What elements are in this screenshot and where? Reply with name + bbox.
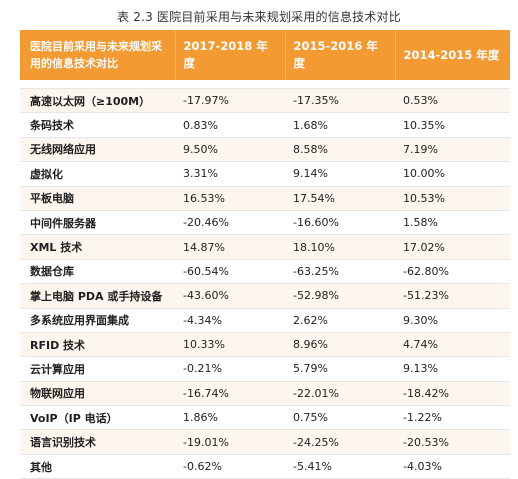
value-2017-2018-cell: -43.60% (175, 283, 285, 309)
table-row: RFID 技术 10.33% 8.96% 4.74% (20, 332, 510, 358)
table-row: VoIP（IP 电话） 1.86% 0.75% -1.22% (20, 405, 510, 431)
technology-name-cell: 多系统应用界面集成 (20, 308, 175, 333)
value-2014-2015-cell: 7.19% (395, 137, 510, 163)
value-2017-2018-cell: -17.97% (175, 88, 285, 114)
table-row: 数据仓库 -60.54% -63.25% -62.80% (20, 259, 510, 285)
value-2014-2015-cell: -51.23% (395, 283, 510, 309)
value-2017-2018-cell: -0.62% (175, 454, 285, 479)
table-row: 云计算应用 -0.21% 5.79% 9.13% (20, 356, 510, 382)
table-row: 平板电脑 16.53% 17.54% 10.53% (20, 186, 510, 211)
value-2015-2016-cell: -17.35% (285, 88, 395, 114)
technology-name-cell: 平板电脑 (20, 186, 175, 211)
value-2014-2015-cell: -20.53% (395, 429, 510, 455)
value-2015-2016-cell: -5.41% (285, 454, 395, 479)
value-2017-2018-cell: 14.87% (175, 234, 285, 260)
technology-name-cell: 无线网络应用 (20, 137, 175, 163)
value-2014-2015-cell: -1.22% (395, 405, 510, 431)
value-2015-2016-cell: -22.01% (285, 381, 395, 407)
value-2017-2018-cell: -60.54% (175, 259, 285, 285)
technology-name-cell: 条码技术 (20, 112, 175, 138)
value-2014-2015-cell: 9.30% (395, 308, 510, 333)
technology-name-cell: RFID 技术 (20, 332, 175, 358)
value-2017-2018-cell: -4.34% (175, 308, 285, 333)
value-2017-2018-cell: 9.50% (175, 137, 285, 163)
value-2015-2016-cell: -52.98% (285, 283, 395, 309)
table-row: 中间件服务器 -20.46% -16.60% 1.58% (20, 210, 510, 236)
value-2017-2018-cell: -16.74% (175, 381, 285, 407)
table-row: 多系统应用界面集成 -4.34% 2.62% 9.30% (20, 308, 510, 333)
value-2015-2016-cell: -63.25% (285, 259, 395, 285)
technology-name-cell: 掌上电脑 PDA 或手持设备 (20, 283, 175, 309)
value-2014-2015-cell: 10.53% (395, 186, 510, 211)
value-2017-2018-cell: 0.83% (175, 112, 285, 138)
value-2014-2015-cell: -18.42% (395, 381, 510, 407)
header-2017-2018: 2017-2018 年度 (175, 30, 286, 80)
value-2017-2018-cell: -0.21% (175, 356, 285, 382)
value-2014-2015-cell: 10.35% (395, 112, 510, 138)
table-header: 医院目前采用与未来规划采用的信息技术对比 2017-2018 年度 2015-2… (20, 30, 510, 80)
table-row: 高速以太网（≥100M） -17.97% -17.35% 0.53% (20, 88, 510, 114)
value-2015-2016-cell: 17.54% (285, 186, 395, 211)
table-row: 条码技术 0.83% 1.68% 10.35% (20, 112, 510, 138)
technology-name-cell: 数据仓库 (20, 259, 175, 285)
value-2015-2016-cell: 18.10% (285, 234, 395, 260)
technology-name-cell: 物联网应用 (20, 381, 175, 407)
value-2015-2016-cell: -16.60% (285, 210, 395, 236)
value-2014-2015-cell: -62.80% (395, 259, 510, 285)
technology-name-cell: 中间件服务器 (20, 210, 175, 236)
table-row: 无线网络应用 9.50% 8.58% 7.19% (20, 137, 510, 163)
table-row: 虚拟化 3.31% 9.14% 10.00% (20, 161, 510, 187)
value-2017-2018-cell: 1.86% (175, 405, 285, 431)
value-2014-2015-cell: 10.00% (395, 161, 510, 187)
value-2014-2015-cell: -4.03% (395, 454, 510, 479)
value-2014-2015-cell: 9.13% (395, 356, 510, 382)
table-body: 高速以太网（≥100M） -17.97% -17.35% 0.53% 条码技术 0.83%… (20, 80, 510, 479)
technology-name-cell: 云计算应用 (20, 356, 175, 382)
header-row: 医院目前采用与未来规划采用的信息技术对比 2017-2018 年度 2015-2… (20, 30, 510, 80)
technology-name-cell: VoIP（IP 电话） (20, 405, 175, 431)
value-2014-2015-cell: 17.02% (395, 234, 510, 260)
value-2015-2016-cell: -24.25% (285, 429, 395, 455)
value-2014-2015-cell: 4.74% (395, 332, 510, 358)
value-2015-2016-cell: 9.14% (285, 161, 395, 187)
technology-name-cell: 其他 (20, 454, 175, 479)
value-2015-2016-cell: 5.79% (285, 356, 395, 382)
technology-name-cell: 语言识别技术 (20, 429, 175, 455)
value-2015-2016-cell: 8.96% (285, 332, 395, 358)
table-row: 语言识别技术 -19.01% -24.25% -20.53% (20, 429, 510, 455)
table-row: 物联网应用 -16.74% -22.01% -18.42% (20, 381, 510, 407)
value-2017-2018-cell: -20.46% (175, 210, 285, 236)
value-2017-2018-cell: 3.31% (175, 161, 285, 187)
value-2015-2016-cell: 8.58% (285, 137, 395, 163)
header-technology: 医院目前采用与未来规划采用的信息技术对比 (20, 30, 176, 80)
table-row: XML 技术 14.87% 18.10% 17.02% (20, 234, 510, 260)
value-2017-2018-cell: 16.53% (175, 186, 285, 211)
table-row: 其他 -0.62% -5.41% -4.03% (20, 454, 510, 479)
value-2017-2018-cell: -19.01% (175, 429, 285, 455)
value-2015-2016-cell: 1.68% (285, 112, 395, 138)
value-2015-2016-cell: 0.75% (285, 405, 395, 431)
table-row: 掌上电脑 PDA 或手持设备 -43.60% -52.98% -51.23% (20, 283, 510, 309)
technology-name-cell: 虚拟化 (20, 161, 175, 187)
value-2017-2018-cell: 10.33% (175, 332, 285, 358)
value-2014-2015-cell: 0.53% (395, 88, 510, 114)
header-spacer-row (20, 80, 510, 89)
value-2014-2015-cell: 1.58% (395, 210, 510, 236)
header-2015-2016: 2015-2016 年度 (285, 30, 396, 80)
technology-comparison-table: 医院目前采用与未来规划采用的信息技术对比 2017-2018 年度 2015-2… (20, 30, 510, 479)
value-2015-2016-cell: 2.62% (285, 308, 395, 333)
table-caption: 表 2.3 医院目前采用与未来规划采用的信息技术对比 (117, 10, 401, 24)
header-2014-2015: 2014-2015 年度 (395, 30, 510, 80)
technology-name-cell: 高速以太网（≥100M） (20, 88, 175, 114)
technology-name-cell: XML 技术 (20, 234, 175, 260)
